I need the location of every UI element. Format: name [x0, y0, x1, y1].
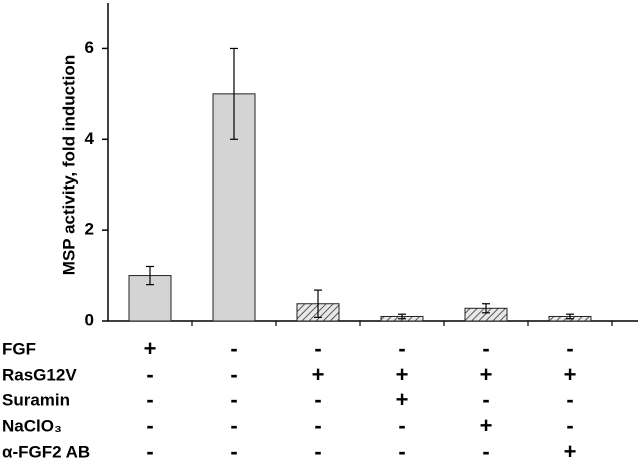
- condition-sign: +: [480, 362, 493, 387]
- condition-sign: -: [314, 413, 321, 438]
- condition-label: FGF: [2, 339, 36, 358]
- y-tick-label: 0: [85, 310, 94, 329]
- condition-sign: -: [314, 336, 321, 361]
- error-bar: [146, 265, 154, 286]
- y-tick-label: 6: [85, 38, 94, 57]
- condition-sign: +: [564, 362, 577, 387]
- condition-sign: -: [482, 439, 489, 464]
- error-bar: [314, 289, 322, 318]
- error-bar: [566, 313, 574, 320]
- y-axis-label: MSP activity, fold induction: [59, 55, 78, 275]
- y-tick-label: 4: [85, 129, 95, 148]
- condition-label: NaClO₃: [2, 416, 62, 435]
- condition-sign: +: [396, 362, 409, 387]
- error-bar: [482, 303, 490, 314]
- condition-label: Suramin: [2, 390, 70, 409]
- condition-sign: +: [144, 336, 157, 361]
- condition-sign: -: [482, 336, 489, 361]
- condition-sign: -: [566, 336, 573, 361]
- condition-label: α-FGF2 AB: [2, 442, 90, 461]
- condition-sign: +: [396, 387, 409, 412]
- condition-sign: -: [398, 439, 405, 464]
- condition-sign: -: [566, 413, 573, 438]
- condition-sign: +: [312, 362, 325, 387]
- condition-sign: -: [146, 439, 153, 464]
- condition-sign: -: [230, 413, 237, 438]
- condition-sign: -: [398, 413, 405, 438]
- condition-sign: -: [230, 336, 237, 361]
- condition-sign: -: [566, 387, 573, 412]
- condition-sign: -: [314, 387, 321, 412]
- condition-sign: -: [230, 439, 237, 464]
- error-bar: [230, 47, 238, 140]
- error-bar: [398, 313, 406, 320]
- condition-sign: -: [482, 387, 489, 412]
- condition-sign: -: [146, 362, 153, 387]
- condition-label: RasG12V: [2, 365, 77, 384]
- condition-sign: -: [230, 362, 237, 387]
- condition-sign: +: [564, 439, 577, 464]
- condition-sign: +: [480, 413, 493, 438]
- condition-sign: -: [146, 387, 153, 412]
- condition-sign: -: [230, 387, 237, 412]
- y-tick-label: 2: [85, 220, 94, 239]
- condition-sign: -: [314, 439, 321, 464]
- condition-sign: -: [398, 336, 405, 361]
- condition-sign: -: [146, 413, 153, 438]
